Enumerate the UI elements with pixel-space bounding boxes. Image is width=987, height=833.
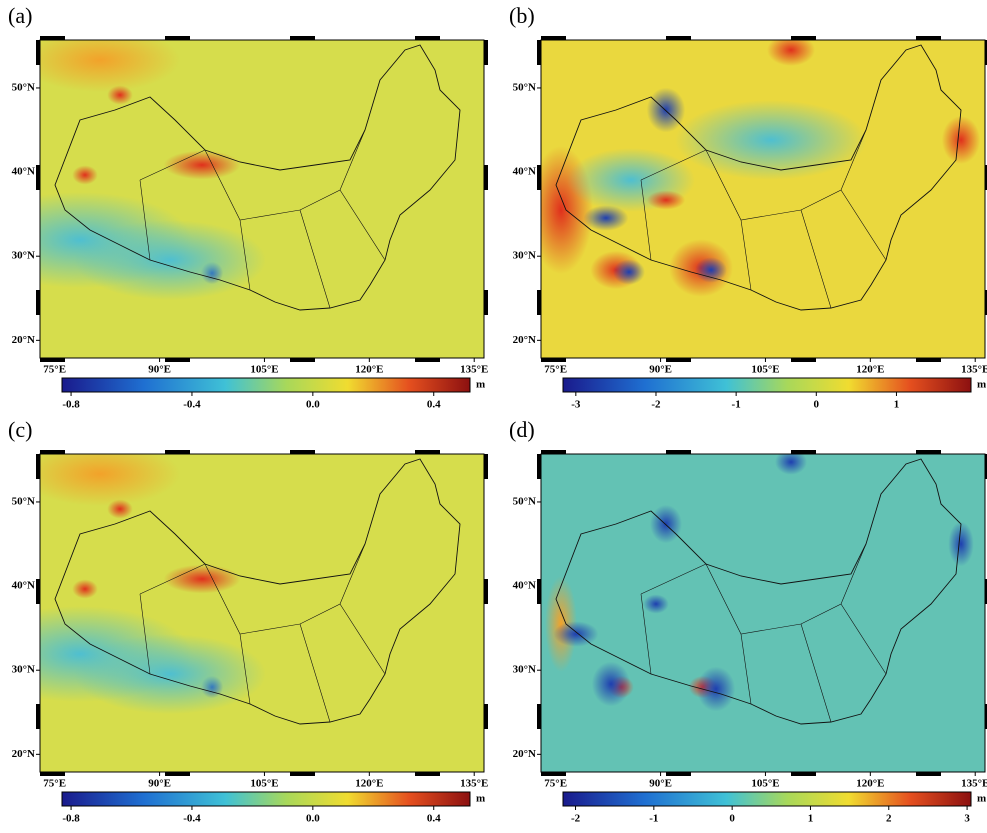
colorbar-tick-label: -1 xyxy=(649,813,658,825)
colorbar-tick-label: 1 xyxy=(894,399,900,411)
map-field xyxy=(541,449,985,772)
anomaly xyxy=(650,505,682,543)
lon-tick-label: 120°E xyxy=(856,364,884,376)
colorbar-tick-label: -0.8 xyxy=(62,399,80,411)
colorbar-tick-label: -2 xyxy=(571,813,581,825)
lat-tick-label: 40°N xyxy=(513,580,536,592)
anomaly xyxy=(164,565,241,594)
panel: (d) 75°E 90°E 105°E 120°E 135°E 20°N 30°N 40°N 50… xyxy=(509,417,987,824)
map-field xyxy=(0,442,484,772)
lon-tick-label: 135°E xyxy=(460,364,488,376)
colorbar-tick-label: -3 xyxy=(571,399,581,411)
anomaly xyxy=(72,165,98,184)
anomaly xyxy=(592,662,630,707)
colorbar-tick-label: -1 xyxy=(732,399,741,411)
lat-tick-label: 20°N xyxy=(513,748,536,760)
panel-label: (c) xyxy=(8,417,32,442)
lat-tick-label: 30°N xyxy=(12,664,35,676)
lon-tick-label: 135°E xyxy=(961,364,987,376)
lat-tick-label: 40°N xyxy=(12,166,35,178)
panel-label: (a) xyxy=(8,3,32,28)
lon-tick-label: 90°E xyxy=(148,778,171,790)
colorbar-tick-label: -0.4 xyxy=(183,813,201,825)
colorbar-tick-label: 0.4 xyxy=(427,399,441,411)
figure: (a) 75°E 90°E 105°E 120°E 135°E 20°N 30°N 40°N 50… xyxy=(0,0,987,828)
colorbar-tick-label: 0 xyxy=(729,813,735,825)
colorbar-tick-label: 0.4 xyxy=(427,813,441,825)
lon-tick-label: 135°E xyxy=(460,778,488,790)
lon-tick-label: 105°E xyxy=(751,364,779,376)
colorbar xyxy=(62,792,470,806)
lon-tick-label: 120°E xyxy=(355,778,383,790)
lat-tick-label: 30°N xyxy=(12,250,35,262)
anomaly xyxy=(74,220,266,300)
map-field xyxy=(529,34,985,358)
lat-tick-label: 50°N xyxy=(513,81,536,93)
lat-tick-label: 30°N xyxy=(513,250,536,262)
lon-tick-label: 75°E xyxy=(544,778,567,790)
anomaly xyxy=(164,151,241,180)
colorbar-tick-label: 3 xyxy=(964,813,970,825)
anomaly xyxy=(647,190,685,209)
map-background xyxy=(541,454,985,772)
lat-tick-label: 40°N xyxy=(513,166,536,178)
lon-tick-label: 105°E xyxy=(250,364,278,376)
colorbar-unit: m xyxy=(476,379,485,391)
colorbar-tick-label: 0.0 xyxy=(306,399,320,411)
anomaly xyxy=(613,259,645,285)
anomaly xyxy=(942,116,980,164)
colorbar-tick-label: 0 xyxy=(814,399,820,411)
lat-tick-label: 20°N xyxy=(513,334,536,346)
colorbar xyxy=(563,378,971,392)
lon-tick-label: 135°E xyxy=(961,778,987,790)
lon-tick-label: 120°E xyxy=(856,778,884,790)
anomaly xyxy=(74,634,266,714)
lon-tick-label: 75°E xyxy=(43,778,66,790)
colorbar-unit: m xyxy=(977,793,986,805)
lon-tick-label: 75°E xyxy=(544,364,567,376)
lon-tick-label: 120°E xyxy=(355,364,383,376)
anomaly xyxy=(695,257,727,283)
lat-tick-label: 50°N xyxy=(513,495,536,507)
colorbar-tick-label: -2 xyxy=(651,399,661,411)
lon-tick-label: 105°E xyxy=(250,778,278,790)
colorbar xyxy=(563,792,971,806)
panel: (b) 75°E 90°E 105°E 120°E 135°E 20°N 30°N 40°N 50… xyxy=(509,3,987,410)
colorbar-unit: m xyxy=(977,379,986,391)
lon-tick-label: 75°E xyxy=(43,364,66,376)
map-field xyxy=(0,28,484,358)
panel: (a) 75°E 90°E 105°E 120°E 135°E 20°N 30°N 40°N 50… xyxy=(0,3,488,410)
lon-tick-label: 90°E xyxy=(148,364,171,376)
lon-tick-label: 90°E xyxy=(649,364,672,376)
lon-tick-label: 105°E xyxy=(751,778,779,790)
lon-tick-label: 90°E xyxy=(649,778,672,790)
colorbar-tick-label: -0.8 xyxy=(62,813,80,825)
colorbar-unit: m xyxy=(476,793,485,805)
lat-tick-label: 50°N xyxy=(12,81,35,93)
lat-tick-label: 20°N xyxy=(12,334,35,346)
anomaly xyxy=(643,594,669,613)
panel: (c) 75°E 90°E 105°E 120°E 135°E 20°N 30°N 40°N 50… xyxy=(0,417,488,824)
colorbar-tick-label: 2 xyxy=(886,813,892,825)
colorbar-tick-label: -0.4 xyxy=(183,399,201,411)
anomaly xyxy=(72,579,98,598)
anomaly xyxy=(554,621,599,647)
colorbar-tick-label: 1 xyxy=(808,813,814,825)
lat-tick-label: 30°N xyxy=(513,664,536,676)
lat-tick-label: 20°N xyxy=(12,748,35,760)
panel-label: (d) xyxy=(509,417,535,442)
anomaly xyxy=(647,88,685,133)
colorbar xyxy=(62,378,470,392)
panel-label: (b) xyxy=(509,3,535,28)
lat-tick-label: 50°N xyxy=(12,495,35,507)
lat-tick-label: 40°N xyxy=(12,580,35,592)
colorbar-tick-label: 0.0 xyxy=(306,813,320,825)
